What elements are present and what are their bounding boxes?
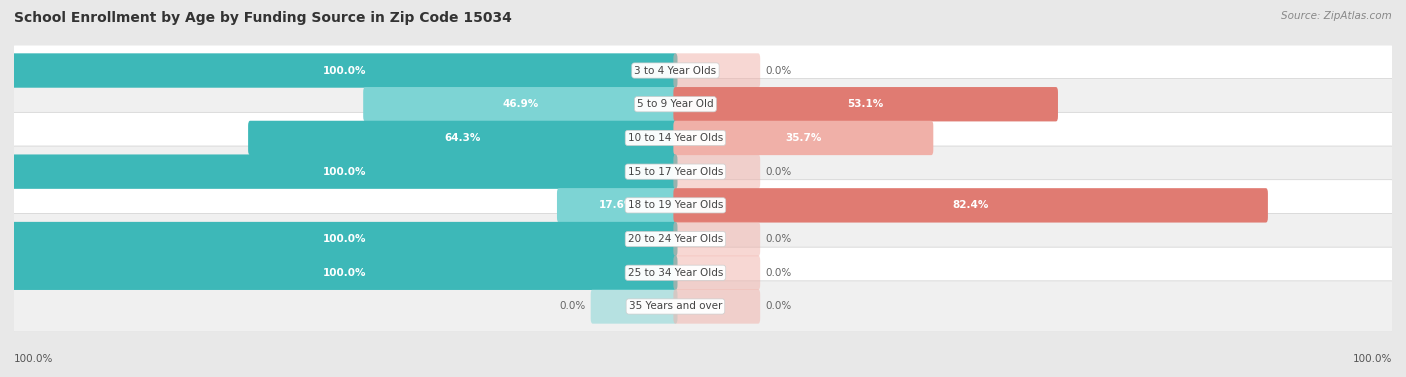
FancyBboxPatch shape [673, 256, 761, 290]
Text: 100.0%: 100.0% [323, 234, 367, 244]
Text: 35.7%: 35.7% [785, 133, 821, 143]
FancyBboxPatch shape [673, 188, 1268, 222]
Text: 0.0%: 0.0% [765, 167, 792, 177]
FancyBboxPatch shape [10, 180, 1396, 231]
Text: 18 to 19 Year Olds: 18 to 19 Year Olds [627, 200, 723, 210]
FancyBboxPatch shape [10, 281, 1396, 332]
FancyBboxPatch shape [673, 289, 761, 324]
Text: 17.6%: 17.6% [599, 200, 636, 210]
FancyBboxPatch shape [673, 121, 934, 155]
FancyBboxPatch shape [673, 53, 761, 88]
Text: 53.1%: 53.1% [848, 99, 884, 109]
Text: 100.0%: 100.0% [14, 354, 53, 364]
FancyBboxPatch shape [10, 45, 1396, 96]
Text: 100.0%: 100.0% [323, 268, 367, 278]
FancyBboxPatch shape [10, 146, 1396, 197]
FancyBboxPatch shape [673, 87, 1057, 121]
FancyBboxPatch shape [673, 222, 761, 256]
Text: 3 to 4 Year Olds: 3 to 4 Year Olds [634, 66, 717, 75]
FancyBboxPatch shape [247, 121, 678, 155]
Text: 82.4%: 82.4% [952, 200, 988, 210]
Text: 20 to 24 Year Olds: 20 to 24 Year Olds [628, 234, 723, 244]
Text: 0.0%: 0.0% [765, 66, 792, 75]
Text: 100.0%: 100.0% [323, 66, 367, 75]
Text: 46.9%: 46.9% [502, 99, 538, 109]
FancyBboxPatch shape [13, 222, 678, 256]
FancyBboxPatch shape [10, 213, 1396, 265]
Text: 0.0%: 0.0% [765, 234, 792, 244]
Text: School Enrollment by Age by Funding Source in Zip Code 15034: School Enrollment by Age by Funding Sour… [14, 11, 512, 25]
Text: 0.0%: 0.0% [560, 302, 586, 311]
FancyBboxPatch shape [363, 87, 678, 121]
FancyBboxPatch shape [10, 79, 1396, 130]
Text: 100.0%: 100.0% [1353, 354, 1392, 364]
FancyBboxPatch shape [10, 247, 1396, 298]
Text: 100.0%: 100.0% [323, 167, 367, 177]
FancyBboxPatch shape [673, 155, 761, 189]
FancyBboxPatch shape [13, 53, 678, 88]
FancyBboxPatch shape [557, 188, 678, 222]
Text: 0.0%: 0.0% [765, 302, 792, 311]
FancyBboxPatch shape [13, 155, 678, 189]
Text: 10 to 14 Year Olds: 10 to 14 Year Olds [628, 133, 723, 143]
Text: Source: ZipAtlas.com: Source: ZipAtlas.com [1281, 11, 1392, 21]
Text: 0.0%: 0.0% [765, 268, 792, 278]
Text: 25 to 34 Year Olds: 25 to 34 Year Olds [627, 268, 723, 278]
Text: 64.3%: 64.3% [444, 133, 481, 143]
Text: 5 to 9 Year Old: 5 to 9 Year Old [637, 99, 714, 109]
FancyBboxPatch shape [591, 289, 678, 324]
Text: 35 Years and over: 35 Years and over [628, 302, 723, 311]
FancyBboxPatch shape [10, 112, 1396, 164]
FancyBboxPatch shape [13, 256, 678, 290]
Text: 15 to 17 Year Olds: 15 to 17 Year Olds [627, 167, 723, 177]
